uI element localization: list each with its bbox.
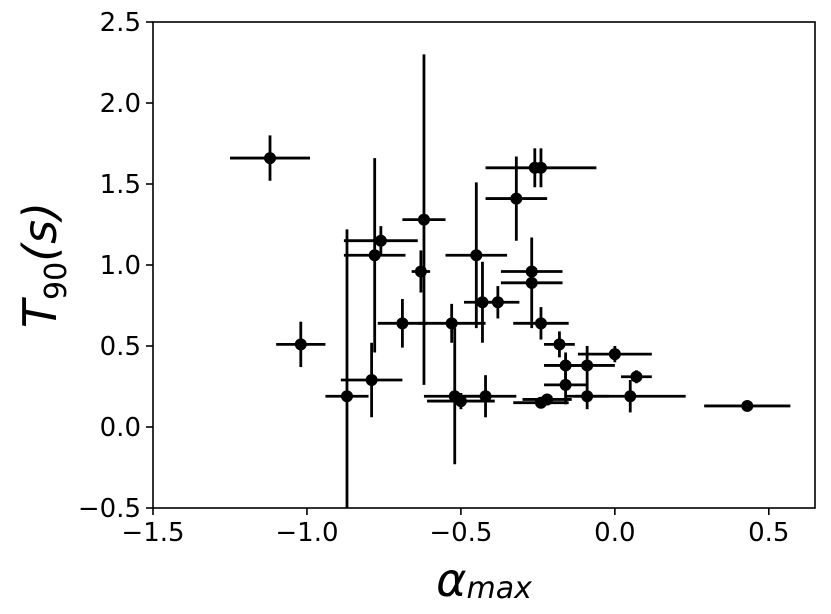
errorbar-layer <box>229 54 791 508</box>
data-point <box>534 317 547 330</box>
y-axis-ticks: −0.5 0.0 0.5 1.0 1.5 2.0 2.5 <box>78 8 153 524</box>
data-point <box>624 390 637 403</box>
data-point <box>510 192 523 205</box>
data-point <box>396 317 409 330</box>
y-tick-label: 1.5 <box>100 170 141 200</box>
y-axis-label: T90(s) <box>13 202 74 328</box>
x-tick-label: −1.5 <box>121 518 184 548</box>
data-point <box>294 338 307 351</box>
data-point <box>541 393 554 406</box>
data-point <box>479 390 492 403</box>
data-point <box>608 348 621 361</box>
x-tick-label: 0.5 <box>748 518 789 548</box>
data-point <box>559 359 572 372</box>
data-point <box>476 296 489 309</box>
data-point <box>445 317 458 330</box>
x-tick-label: 0.0 <box>594 518 635 548</box>
data-point <box>553 338 566 351</box>
data-point <box>581 359 594 372</box>
data-point <box>491 296 504 309</box>
y-tick-label: −0.5 <box>78 494 141 524</box>
y-tick-label: 0.5 <box>100 332 141 362</box>
data-point <box>365 374 378 387</box>
data-point <box>470 249 483 262</box>
data-point <box>340 390 353 403</box>
data-point <box>525 265 538 278</box>
y-tick-label: 1.0 <box>100 251 141 281</box>
marker-layer <box>264 152 754 412</box>
data-point <box>525 276 538 289</box>
data-point <box>417 213 430 226</box>
x-tick-label: −1.0 <box>275 518 338 548</box>
y-tick-label: 0.0 <box>100 413 141 443</box>
plot-frame <box>152 21 816 509</box>
data-point <box>534 161 547 174</box>
data-point <box>741 399 754 412</box>
data-point <box>454 395 467 408</box>
data-point <box>630 370 643 383</box>
data-point <box>414 265 427 278</box>
data-point <box>559 378 572 391</box>
data-point <box>374 234 387 247</box>
x-tick-label: −0.5 <box>429 518 492 548</box>
data-point <box>581 390 594 403</box>
x-axis-ticks: −1.5 −1.0 −0.5 0.0 0.5 <box>121 508 789 548</box>
data-point <box>264 152 277 165</box>
y-tick-label: 2.5 <box>100 8 141 38</box>
x-axis-label: αmax <box>436 553 532 607</box>
data-point <box>368 249 381 262</box>
y-tick-label: 2.0 <box>100 89 141 119</box>
